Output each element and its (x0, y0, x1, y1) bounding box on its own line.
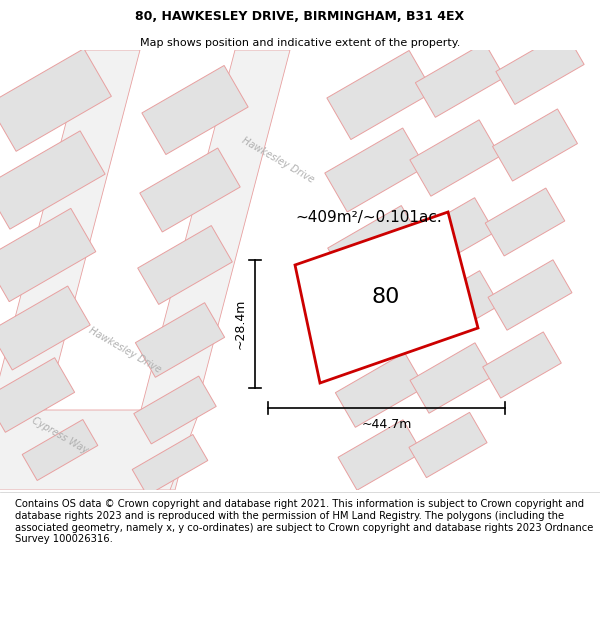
Polygon shape (0, 410, 200, 490)
Polygon shape (406, 198, 494, 272)
Text: Cypress Way: Cypress Way (30, 415, 90, 455)
Polygon shape (488, 260, 572, 330)
Polygon shape (482, 332, 562, 398)
Polygon shape (132, 434, 208, 496)
Polygon shape (0, 208, 96, 302)
Polygon shape (295, 212, 478, 383)
Polygon shape (496, 31, 584, 104)
Polygon shape (0, 286, 90, 370)
Text: Map shows position and indicative extent of the property.: Map shows position and indicative extent… (140, 38, 460, 48)
Polygon shape (410, 342, 494, 413)
Text: Hawkesley Drive: Hawkesley Drive (240, 135, 316, 185)
Text: 80: 80 (371, 287, 400, 307)
Polygon shape (136, 302, 224, 378)
Polygon shape (409, 412, 487, 478)
Polygon shape (327, 51, 433, 139)
Polygon shape (140, 148, 240, 232)
Text: Hawkesley Drive: Hawkesley Drive (87, 325, 163, 375)
Polygon shape (134, 376, 216, 444)
Text: ~44.7m: ~44.7m (361, 418, 412, 431)
Polygon shape (325, 128, 425, 212)
Polygon shape (335, 352, 425, 428)
Text: ~28.4m: ~28.4m (234, 299, 247, 349)
Polygon shape (0, 50, 140, 490)
Polygon shape (410, 120, 500, 196)
Text: Contains OS data © Crown copyright and database right 2021. This information is : Contains OS data © Crown copyright and d… (15, 499, 593, 544)
Polygon shape (410, 271, 500, 346)
Polygon shape (0, 357, 74, 432)
Polygon shape (332, 279, 427, 358)
Polygon shape (142, 66, 248, 154)
Polygon shape (137, 226, 232, 304)
Polygon shape (493, 109, 577, 181)
Polygon shape (338, 420, 422, 490)
Polygon shape (22, 419, 98, 481)
Polygon shape (120, 50, 290, 490)
Polygon shape (415, 42, 505, 118)
Polygon shape (0, 49, 112, 151)
Polygon shape (328, 206, 422, 284)
Text: ~409m²/~0.101ac.: ~409m²/~0.101ac. (295, 210, 442, 225)
Polygon shape (485, 188, 565, 256)
Polygon shape (0, 131, 105, 229)
Text: 80, HAWKESLEY DRIVE, BIRMINGHAM, B31 4EX: 80, HAWKESLEY DRIVE, BIRMINGHAM, B31 4EX (136, 10, 464, 23)
